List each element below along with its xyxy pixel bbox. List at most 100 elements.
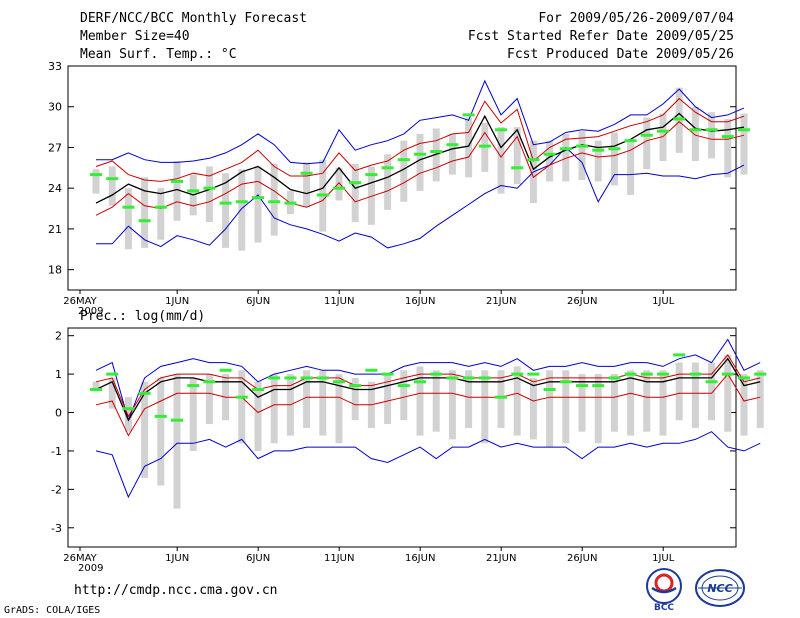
- green-marker: [495, 395, 507, 399]
- gray-bar: [124, 397, 132, 432]
- gray-bar: [141, 381, 149, 478]
- ncc-logo-text: NCC: [707, 582, 732, 595]
- x-tick-label: 26MAY: [63, 553, 97, 564]
- gray-bar: [659, 370, 667, 436]
- green-marker: [446, 143, 459, 147]
- series-line-3: [95, 373, 761, 437]
- green-marker: [673, 117, 686, 121]
- green-marker: [721, 135, 734, 139]
- green-marker: [138, 219, 151, 223]
- gray-bar: [351, 377, 359, 421]
- plot-frame: [67, 327, 737, 548]
- gray-bar: [141, 177, 149, 248]
- gray-bar: [400, 370, 408, 421]
- forecast-period: For 2009/05/26-2009/07/04: [538, 11, 734, 26]
- gray-bar: [562, 370, 570, 444]
- chart-title: DERF/NCC/BCC Monthly Forecast: [80, 11, 307, 26]
- x-tick-label: 21JUN: [486, 553, 516, 564]
- green-marker: [349, 181, 362, 185]
- precipitation-panel: -3 -2 -1 0 1 2 26MAY 1JUN 6JUN 11JUN 16JUN 21JUN 26J…: [51, 327, 767, 574]
- gray-bar: [465, 370, 473, 428]
- bcc-logo-text: BCC: [654, 603, 674, 613]
- x-year-label: 2009: [78, 563, 103, 574]
- green-marker: [624, 372, 637, 376]
- gray-bar: [416, 133, 424, 191]
- gray-bar: [708, 112, 716, 159]
- green-marker: [252, 196, 264, 200]
- green-marker: [462, 376, 475, 380]
- green-marker: [219, 201, 232, 205]
- series-line-2: [95, 112, 745, 204]
- green-marker: [203, 186, 216, 190]
- gray-bar: [691, 362, 699, 428]
- green-marker: [689, 128, 702, 132]
- series-line-1: [95, 97, 745, 182]
- gray-bar: [610, 132, 618, 186]
- green-marker: [430, 372, 443, 376]
- gray-bar: [691, 106, 699, 162]
- x-tick-label: 26JUN: [567, 553, 597, 564]
- x-tick-label: 6JUN: [246, 296, 270, 307]
- green-marker: [543, 152, 556, 156]
- gray-bar: [448, 133, 456, 175]
- gray-bar: [303, 162, 311, 208]
- green-marker: [219, 368, 232, 372]
- gray-bar: [222, 173, 230, 248]
- gray-bar: [740, 113, 748, 175]
- green-marker: [705, 128, 718, 132]
- gray-bar: [594, 374, 602, 444]
- green-marker: [235, 200, 248, 204]
- gray-bar: [108, 377, 116, 409]
- gray-bar: [173, 374, 181, 509]
- x-tick-label: 1JUL: [652, 296, 675, 307]
- source-url[interactable]: http://cmdp.ncc.cma.gov.cn: [74, 583, 278, 598]
- green-marker: [252, 387, 264, 391]
- gray-bar: [627, 370, 635, 436]
- x-tick-label: 16JUN: [405, 296, 435, 307]
- gray-bar: [708, 362, 716, 421]
- gray-bar: [546, 140, 554, 182]
- gray-bar: [335, 167, 343, 201]
- gray-bar: [627, 140, 635, 195]
- gray-bar: [562, 133, 570, 182]
- x-tick-label: 1JUL: [652, 553, 675, 564]
- gray-bar: [238, 370, 246, 444]
- fcst-produced-date: Fcst Produced Date 2009/05/26: [507, 47, 734, 62]
- gray-bar: [92, 381, 100, 390]
- green-marker: [349, 384, 362, 388]
- green-marker: [576, 144, 588, 148]
- green-marker: [203, 380, 216, 384]
- green-marker: [365, 368, 378, 372]
- green-marker: [187, 384, 200, 388]
- y-tick-label: 0: [55, 407, 62, 420]
- green-marker: [478, 144, 491, 148]
- member-size: Member Size=40: [80, 29, 190, 44]
- y-tick-label: 30: [48, 101, 62, 114]
- green-marker: [90, 173, 102, 177]
- gray-bar: [643, 370, 651, 432]
- green-marker: [543, 387, 556, 391]
- series-line-0: [96, 146, 745, 249]
- gray-bar: [513, 127, 521, 185]
- green-marker: [495, 128, 507, 132]
- y-tick-label: 27: [48, 141, 62, 154]
- green-marker: [559, 380, 572, 384]
- green-marker: [657, 372, 669, 376]
- gray-bar: [578, 374, 586, 432]
- series-line-4: [96, 79, 745, 165]
- gray-bar: [513, 366, 521, 436]
- green-marker: [90, 387, 102, 391]
- y-tick-label: 18: [48, 264, 62, 277]
- green-marker: [640, 133, 653, 137]
- green-marker: [154, 414, 167, 418]
- gray-bar: [157, 377, 165, 486]
- green-marker: [511, 166, 524, 170]
- gray-bar: [610, 374, 618, 432]
- gray-bar: [546, 370, 554, 448]
- green-marker: [333, 186, 345, 190]
- gray-bar: [254, 381, 262, 451]
- green-marker: [446, 376, 459, 380]
- ncc-logo: NCC: [695, 569, 745, 607]
- green-marker: [673, 353, 686, 357]
